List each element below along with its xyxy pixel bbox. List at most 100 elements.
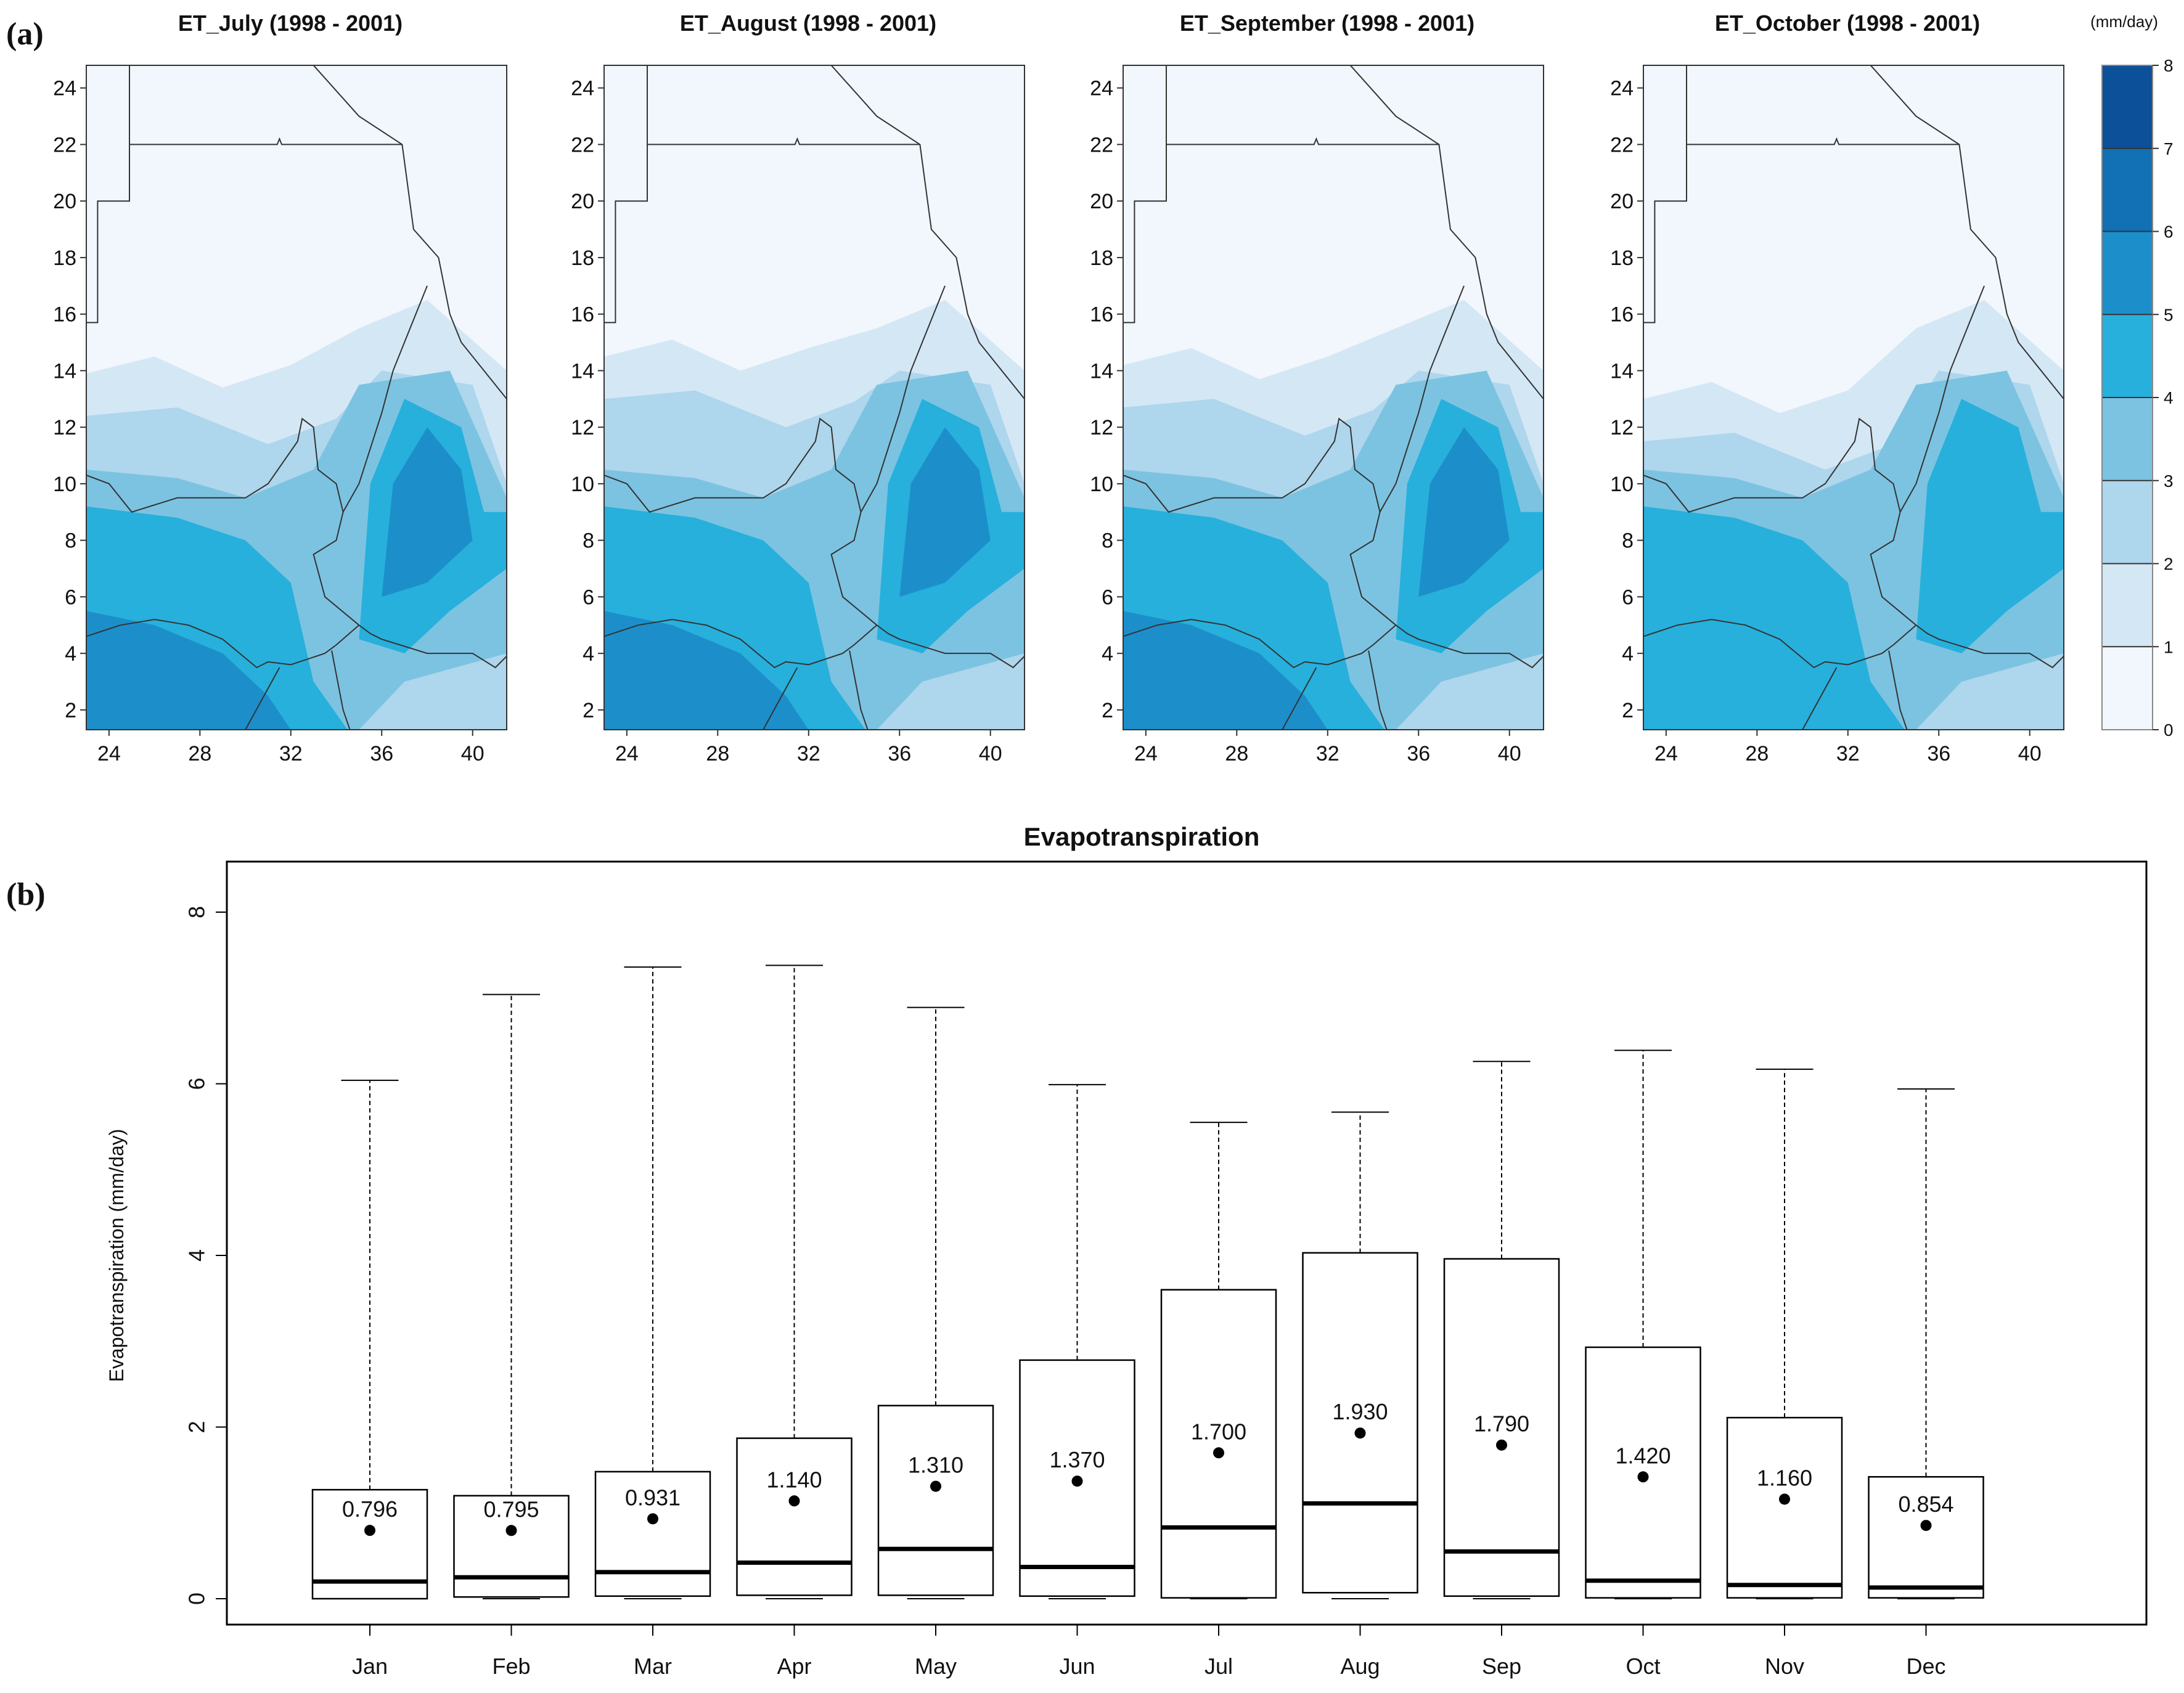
box-aug: 1.930 Aug [1302,1111,1418,1679]
y-tick-label: 22 [1610,133,1634,157]
boxplot-title: Evapotranspiration [1024,822,1260,851]
x-tick-label: 32 [279,742,303,765]
border-line [86,417,344,513]
et-zone-5mm-highland [1418,427,1510,597]
border-line [86,65,130,324]
y-tick-label: 18 [1090,247,1113,270]
x-tick-label: 28 [1225,742,1248,765]
iqr-box [453,1495,570,1598]
x-tick-label: 32 [1316,742,1339,765]
border-line [313,285,507,669]
border-line [1166,137,1439,145]
et-zone-5mm [86,611,291,730]
mean-label: 1.370 [1049,1447,1105,1472]
border-line [1368,650,1388,730]
border-line [1687,137,1960,145]
border-line [1349,65,1544,399]
mean-label: 1.310 [908,1453,963,1478]
y-tick-label: 24 [1090,77,1113,100]
x-tick-label: 24 [97,742,121,765]
y-axis-label: Evapotranspiration (mm/day) [105,1129,128,1382]
colorbar-tick-label: 4 [2164,388,2174,407]
border-line [1123,619,1397,669]
border-line [830,65,1025,399]
box-mar: 0.931 Mar [594,966,711,1679]
colorbar-segment [2102,398,2153,481]
x-tick-label: 40 [2018,742,2042,765]
colorbar-segment [2102,647,2153,730]
y-tick-label: 22 [53,133,76,157]
map-frame [86,65,507,730]
y-tick-label: 10 [1090,473,1113,496]
x-tick-label: 24 [615,742,639,765]
colorbar-tick-label: 5 [2164,305,2174,324]
mean-label: 0.796 [342,1496,398,1522]
et-zone-4mm [1643,506,1905,730]
border-line [604,65,648,324]
x-tick-label: Nov [1765,1654,1804,1679]
y-tick-label: 8 [1102,529,1113,553]
iqr-box [594,1471,711,1597]
colorbar-segment [2102,314,2153,398]
mean-dot [1920,1520,1932,1532]
x-tick-label: Mar [634,1654,672,1679]
y-tick-label: 4 [184,1249,210,1262]
colorbar-segment [2102,563,2153,647]
y-tick-label: 6 [184,1077,210,1090]
et-zone-5mm [1123,611,1328,730]
colorbar-tick-label: 0 [2164,720,2174,740]
colorbar-tick-label: 2 [2164,555,2174,574]
map-field [604,65,1025,730]
box-nov: 1.160 Nov [1726,1068,1843,1679]
colorbar-unit-label: (mm/day) [2090,12,2158,31]
iqr-box [1160,1289,1277,1599]
mean-dot [1637,1471,1649,1483]
map-frame [1643,65,2064,730]
y-tick-label: 10 [53,473,76,496]
y-tick-label: 2 [583,699,594,722]
y-tick-label: 14 [571,359,594,383]
iqr-box [1302,1252,1418,1594]
x-tick-label: Aug [1340,1654,1380,1679]
mean-label: 0.931 [625,1485,681,1510]
y-tick-label: 16 [1090,303,1113,327]
x-tick-label: Dec [1906,1654,1945,1679]
mean-label: 1.160 [1757,1465,1812,1490]
border-line [1643,65,1687,324]
map-title: ET_September (1998 - 2001) [1180,10,1474,36]
border-line [1282,667,1317,730]
mean-label: 1.700 [1191,1419,1246,1444]
border-line [331,650,351,730]
colorbar-segment [2102,231,2153,315]
border-line [86,619,360,669]
border-line [763,667,798,730]
x-tick-label: 32 [797,742,820,765]
mean-dot [788,1495,800,1507]
x-tick-label: 28 [1745,742,1769,765]
y-tick-label: 4 [1102,642,1113,666]
y-tick-label: 24 [1610,77,1634,100]
y-tick-label: 8 [583,529,594,553]
y-tick-label: 2 [65,699,76,722]
colorbar-segment [2102,148,2153,232]
box-dec: 0.854 Dec [1868,1088,1984,1679]
border-line [1802,667,1838,730]
box-jul: 1.700 Jul [1160,1122,1277,1679]
panel-label-a: (a) [6,17,44,52]
mean-dot [1213,1447,1224,1459]
mean-label: 0.795 [483,1496,539,1522]
boxplot-frame [226,860,2148,1626]
x-tick-label: Sep [1482,1654,1521,1679]
mean-label: 1.790 [1474,1411,1529,1437]
y-tick-label: 2 [1102,699,1113,722]
y-tick-label: 20 [1610,190,1634,213]
colorbar: 0 1 2 3 4 5 6 7 8 (mm/day) [2090,12,2173,740]
border-line [849,650,869,730]
y-tick-label: 16 [1610,303,1634,327]
panel-label-b: (b) [6,877,46,912]
y-tick-label: 6 [65,585,76,609]
mean-dot [505,1525,517,1536]
mean-label: 1.930 [1332,1399,1388,1424]
x-tick-label: Jun [1059,1654,1095,1679]
